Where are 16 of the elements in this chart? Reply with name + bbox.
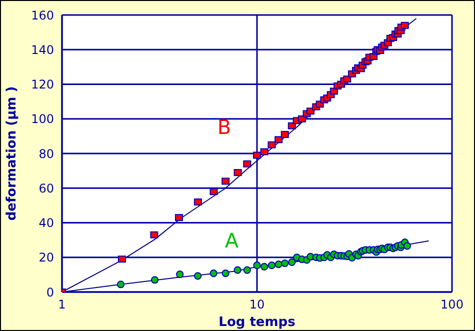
y-tick-label: 80 — [38, 146, 54, 161]
x-tick-label: 1 — [58, 298, 66, 312]
x-axis-title: Log temps — [218, 315, 296, 330]
y-axis-title: deformation (μm ) — [4, 86, 20, 221]
x-tick-label: 10 — [249, 298, 265, 312]
y-tick-label: 120 — [31, 78, 54, 92]
y-tick-label: 160 — [31, 8, 54, 22]
y-tick-label: 20 — [38, 250, 54, 265]
y-tick-label: 100 — [31, 112, 54, 126]
series-label: A — [224, 228, 239, 252]
x-tick-label: 100 — [440, 298, 464, 312]
y-tick-label: 60 — [38, 181, 54, 196]
y-tick-label: 0 — [46, 285, 54, 300]
y-tick-label: 140 — [31, 42, 54, 57]
series-label: B — [217, 114, 232, 139]
y-tick-label: 40 — [38, 216, 54, 230]
